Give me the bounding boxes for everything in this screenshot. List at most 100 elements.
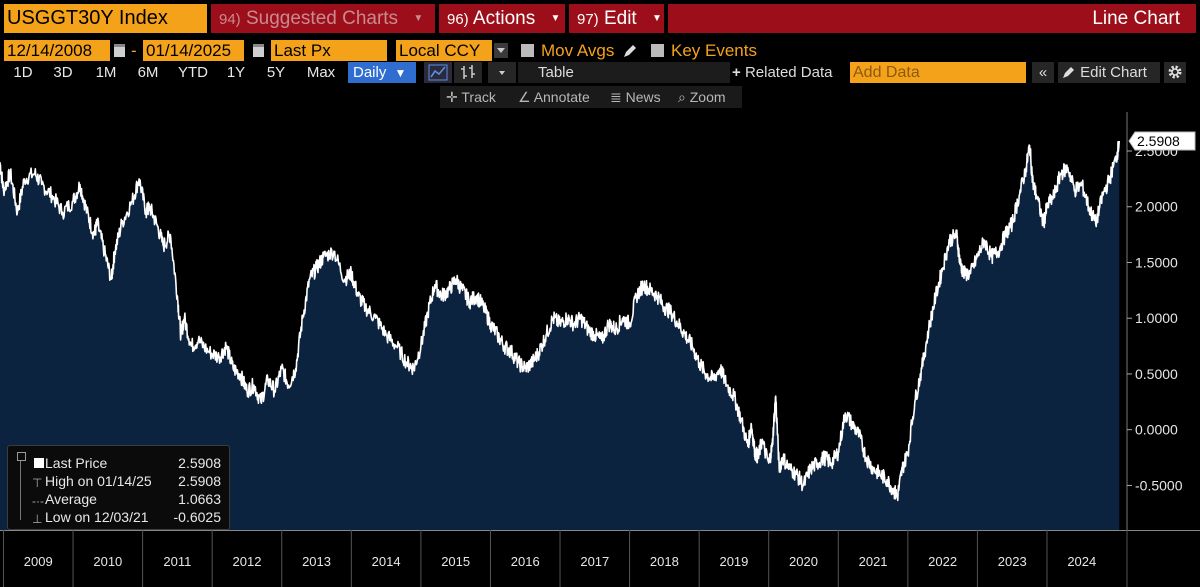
- x-tick-label: 2022: [928, 554, 957, 569]
- zoom-label: Zoom: [689, 89, 726, 105]
- ticker-field[interactable]: USGGT30Y Index: [4, 4, 207, 33]
- pencil-icon[interactable]: [622, 43, 638, 59]
- last-value-tag: [1128, 131, 1196, 151]
- range-max-button[interactable]: Max: [306, 64, 336, 81]
- key-events-checkbox[interactable]: [651, 44, 664, 57]
- range-6m-button[interactable]: 6M: [137, 64, 159, 81]
- legend-last-price-label: Last Price: [45, 455, 108, 471]
- x-tick-label: 2015: [441, 554, 470, 569]
- view-title: Line Chart: [668, 4, 1196, 33]
- title-bar: USGGT30Y Index 94) Suggested Charts ▼ 96…: [0, 4, 1200, 34]
- x-tick-label: 2021: [859, 554, 888, 569]
- chart-type-dropdown[interactable]: [488, 62, 516, 83]
- currency-select[interactable]: Local CCY: [396, 40, 492, 61]
- edit-chart-label: Edit Chart: [1080, 64, 1147, 81]
- x-tick-label: 2010: [93, 554, 122, 569]
- legend-high-value: 2.5908: [178, 473, 221, 489]
- bar-chart-type-button[interactable]: [454, 62, 482, 83]
- crosshair-icon: ✛: [446, 89, 458, 105]
- chart-toolbar: ✛ Track ∠ Annotate ≣ News ⌕ Zoom: [440, 86, 742, 108]
- legend-average-value: 1.0663: [178, 491, 221, 507]
- series-swatch: [34, 458, 44, 468]
- x-tick-label: 2012: [233, 554, 262, 569]
- pencil-icon: [1063, 67, 1074, 78]
- actions-menu[interactable]: 96) Actions ▼: [439, 4, 565, 33]
- range-5y-button[interactable]: 5Y: [266, 64, 286, 81]
- track-tool[interactable]: ✛ Track: [446, 86, 496, 108]
- x-tick-label: 2023: [998, 554, 1027, 569]
- x-tick-label: 2017: [580, 554, 609, 569]
- start-date-field[interactable]: 12/14/2008: [4, 40, 110, 61]
- x-tick-label: 2011: [163, 554, 191, 569]
- x-tick-label: 2013: [302, 554, 331, 569]
- range-ytd-button[interactable]: YTD: [178, 64, 208, 81]
- chevron-down-icon: ▼: [652, 13, 662, 25]
- magnifier-icon: ⌕: [678, 89, 686, 105]
- line-chart-type-button[interactable]: [424, 62, 452, 83]
- high-marker-icon: ⊤: [32, 476, 43, 490]
- frequency-label: Daily: [353, 64, 387, 81]
- last-value-label: 2.5908: [1137, 133, 1180, 149]
- edit-label: Edit: [603, 8, 637, 29]
- track-label: Track: [461, 89, 496, 105]
- table-button[interactable]: Table: [518, 62, 730, 83]
- range-1m-button[interactable]: 1M: [95, 64, 117, 81]
- range-bar: 1D 3D 1M 6M YTD 1Y 5Y Max Daily ▼ Table …: [0, 62, 1200, 84]
- actions-label: Actions: [472, 8, 536, 29]
- mov-avgs-checkbox[interactable]: [521, 44, 534, 57]
- ohlc-bars-icon: [461, 65, 475, 79]
- series-line: [0, 140, 1121, 502]
- range-3d-button[interactable]: 3D: [53, 64, 73, 81]
- related-data-label: Related Data: [744, 64, 833, 81]
- line-chart-icon: [428, 64, 448, 81]
- y-tick-label: 0.0000: [1135, 422, 1178, 438]
- y-tick-label: 1.5000: [1135, 254, 1178, 270]
- chevron-down-icon: ▼: [550, 13, 561, 25]
- legend-average: -·- Average 1.0663: [8, 490, 229, 508]
- suggested-charts-number: 94): [219, 11, 241, 28]
- x-tick-label: 2018: [650, 554, 679, 569]
- y-tick-label: -0.5000: [1135, 477, 1183, 493]
- legend-average-label: Average: [45, 491, 97, 507]
- x-tick-label: 2024: [1067, 554, 1096, 569]
- legend-high: ⊤ High on 01/14/25 2.5908: [8, 472, 229, 490]
- low-marker-icon: ⊥: [32, 512, 43, 526]
- calendar-icon[interactable]: [114, 44, 125, 57]
- suggested-charts-menu[interactable]: 94) Suggested Charts ▼: [211, 4, 435, 33]
- annotate-label: Annotate: [533, 89, 590, 105]
- y-tick-label: 1.0000: [1135, 310, 1178, 326]
- news-icon: ≣: [610, 89, 622, 105]
- news-label: News: [625, 89, 661, 105]
- chart-legend: Last Price 2.5908 ⊤ High on 01/14/25 2.5…: [7, 445, 230, 530]
- price-field-select[interactable]: Last Px: [271, 40, 387, 61]
- gear-icon[interactable]: [1164, 62, 1186, 83]
- range-1d-button[interactable]: 1D: [13, 64, 33, 81]
- suggested-charts-label: Suggested Charts: [245, 8, 399, 29]
- range-1y-button[interactable]: 1Y: [226, 64, 246, 81]
- legend-low-value: -0.6025: [173, 509, 221, 525]
- x-tick-label: 2020: [789, 554, 818, 569]
- mov-avgs-label: Mov Avgs: [541, 41, 615, 60]
- chevron-down-icon: ▼: [394, 66, 407, 80]
- end-date-field[interactable]: 01/14/2025: [143, 40, 244, 61]
- zoom-tool[interactable]: ⌕ Zoom: [678, 86, 726, 108]
- legend-high-label: High on 01/14/25: [45, 473, 152, 489]
- actions-number: 96): [447, 11, 469, 28]
- chevron-down-icon[interactable]: [494, 43, 508, 58]
- frequency-select[interactable]: Daily ▼: [348, 62, 416, 83]
- related-data-button[interactable]: + Related Data: [732, 62, 840, 83]
- annotate-tool[interactable]: ∠ Annotate: [518, 86, 590, 108]
- average-marker-icon: -·-: [32, 494, 44, 508]
- collapse-legend-icon[interactable]: [17, 452, 26, 461]
- key-events-label: Key Events: [671, 41, 757, 60]
- edit-menu[interactable]: 97) Edit ▼: [569, 4, 664, 33]
- add-data-input[interactable]: Add Data: [850, 62, 1026, 83]
- news-tool[interactable]: ≣ News: [610, 86, 661, 108]
- edit-chart-button[interactable]: Edit Chart: [1058, 62, 1160, 83]
- controls-bar: 12/14/2008 - 01/14/2025 Last Px Local CC…: [0, 40, 1200, 62]
- calendar-icon[interactable]: [253, 44, 264, 57]
- price-chart[interactable]: 2.5000 2.0000 1.5000 1.0000 0.5000 0.0000 -0.5…: [0, 112, 1200, 587]
- collapse-button[interactable]: «: [1032, 62, 1054, 83]
- pen-icon: ∠: [518, 89, 531, 105]
- chevron-down-icon: ▼: [413, 13, 424, 25]
